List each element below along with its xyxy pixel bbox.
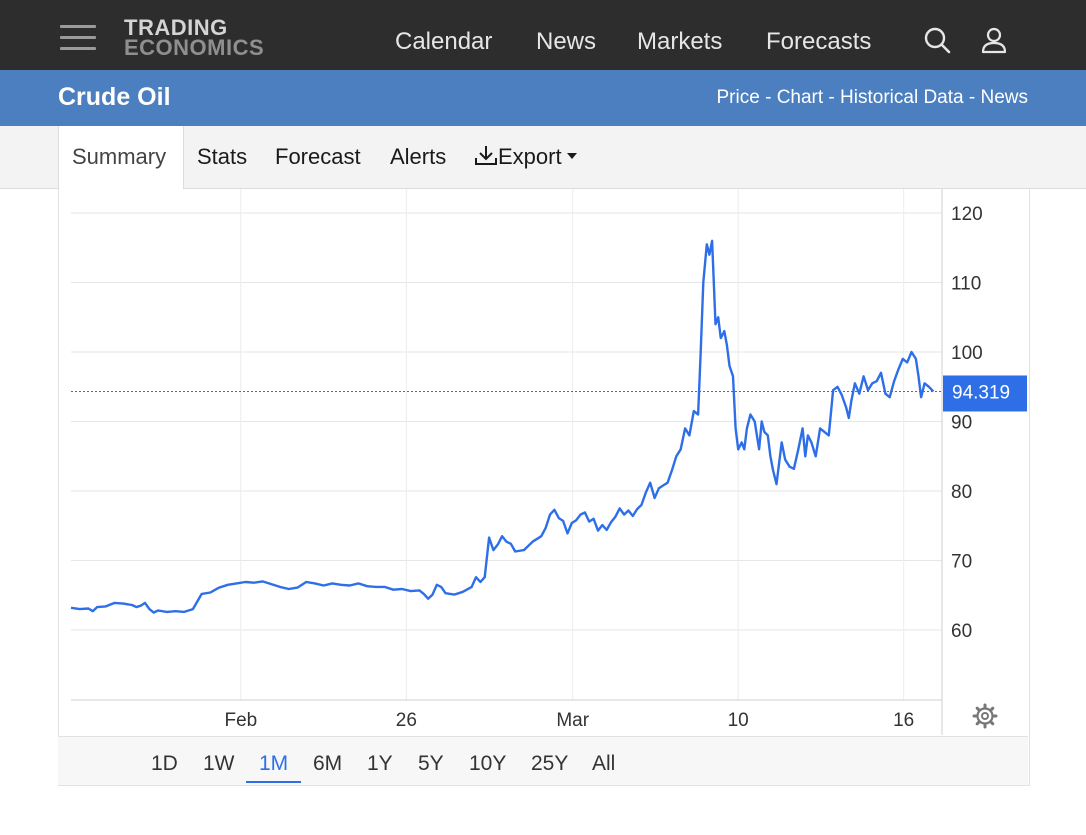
y-tick-label: 80 [951,482,972,503]
link-chart[interactable]: Chart [776,87,824,108]
last-price-box [943,375,1027,412]
tab-forecast[interactable]: Forecast [275,144,361,169]
section-links: Price - Chart - Historical Data - News [717,87,1029,109]
range-1d[interactable]: 1D [151,752,178,775]
nav-calendar[interactable]: Calendar [395,28,493,55]
settings-icon[interactable] [972,703,998,729]
search-icon[interactable] [923,26,953,56]
link-historical-data[interactable]: Historical Data [840,87,964,108]
range-all[interactable]: All [592,752,616,775]
site-logo[interactable]: TRADING ECONOMICS [124,15,265,60]
y-tick-label: 110 [951,274,981,295]
x-axis: Feb 26 Mar 10 16 [71,699,942,731]
tab-summary[interactable]: Summary [72,144,167,169]
range-1y[interactable]: 1Y [367,752,393,775]
logo-line-2: ECONOMICS [124,35,265,60]
y-tick-label: 60 [951,621,972,642]
range-10y[interactable]: 10Y [469,752,507,775]
link-separator: - [963,87,981,108]
link-separator: - [823,87,841,108]
range-5y[interactable]: 5Y [418,752,444,775]
tab-export[interactable]: Export [474,144,579,170]
y-axis: 60 70 80 90 100 110 120 [941,189,983,735]
chart-grid [71,189,942,700]
last-price-label: 94.319 [952,382,1010,403]
caret-down-icon [566,153,577,159]
download-icon [475,146,497,165]
x-tick-label: 16 [893,710,914,731]
link-price[interactable]: Price [716,87,760,108]
x-tick-label: 10 [728,710,749,731]
y-tick-label: 70 [951,552,972,573]
link-news[interactable]: News [980,87,1028,108]
nav-forecasts[interactable]: Forecasts [766,28,872,55]
menu-icon[interactable] [60,25,96,51]
title-bar [0,70,1086,126]
top-header [0,0,1086,70]
range-1w[interactable]: 1W [203,752,235,775]
range-selector [58,736,1028,785]
range-active-underline [246,781,301,783]
y-tick-label: 90 [951,413,972,434]
price-chart[interactable]: Feb 26 Mar 10 16 60 70 80 90 100 110 120 94.319 [0,189,1086,736]
link-separator: - [759,87,777,108]
tab-active-background [58,126,184,189]
page-title: Crude Oil [58,83,171,111]
nav-news[interactable]: News [536,28,597,55]
y-tick-label: 120 [951,204,983,225]
x-tick-label: Feb [224,710,257,731]
x-tick-label: 26 [396,710,417,731]
range-6m[interactable]: 6M [313,752,343,775]
x-tick-label: Mar [556,710,589,731]
user-icon[interactable] [979,26,1009,56]
y-tick-label: 100 [951,343,983,364]
tab-stats[interactable]: Stats [197,144,248,169]
export-label: Export [498,144,562,169]
range-25y[interactable]: 25Y [531,752,569,775]
tab-alerts[interactable]: Alerts [390,144,447,169]
logo-line-1: TRADING [124,15,228,40]
chart-frame [58,189,1030,786]
series-line [70,239,935,614]
nav-markets[interactable]: Markets [637,28,723,55]
range-1m[interactable]: 1M [259,752,289,775]
